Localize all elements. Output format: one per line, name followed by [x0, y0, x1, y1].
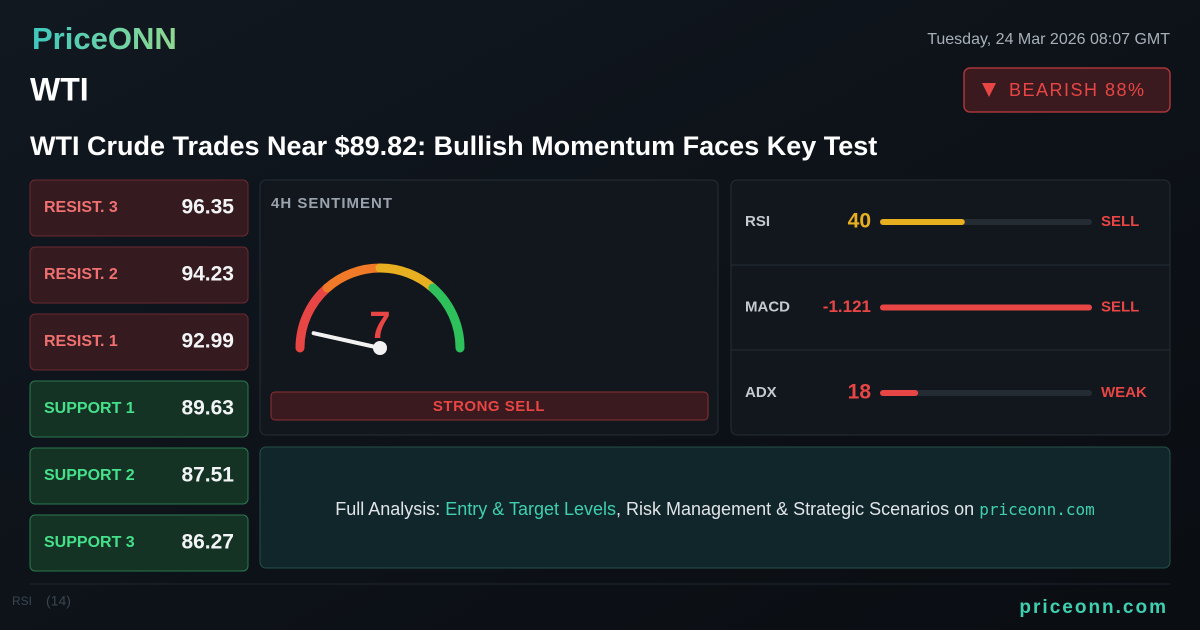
level-label: RESIST. 3 — [44, 199, 118, 216]
indicators: RSI 40 SELL MACD -1.121 SELL ADX 18 WEAK — [745, 210, 1147, 404]
level-box — [29, 313, 249, 371]
gauge-arc — [322, 263, 385, 293]
level-label: RESIST. 2 — [44, 266, 118, 283]
indicator-fill — [880, 304, 1092, 311]
sentiment-title: 4H SENTIMENT — [271, 195, 393, 212]
indicator-fill — [880, 390, 919, 396]
cta-lead: Full Analysis: — [335, 499, 445, 519]
down-icon — [982, 83, 996, 97]
indicator-track — [880, 390, 1092, 396]
symbol: WTI — [30, 71, 89, 107]
level-label: RESIST. 1 — [44, 333, 118, 350]
badge-text: BEARISH 88% — [1009, 80, 1146, 100]
level-value: 89.63 — [181, 397, 234, 420]
sentiment-label: STRONG SELL — [433, 398, 545, 415]
headline: WTI Crude Trades Near $89.82: Bullish Mo… — [30, 131, 877, 161]
datetime: Tuesday, 24 Mar 2026 08:07 GMT — [927, 31, 1170, 48]
level-box — [29, 246, 249, 304]
levels: RESIST. 3 96.35 RESIST. 2 94.23 RESIST. 1 92.… — [29, 179, 249, 572]
badge — [963, 67, 1171, 113]
level-value: 86.27 — [181, 531, 234, 554]
level-label: SUPPORT 3 — [44, 534, 135, 551]
indicator-signal: WEAK — [1101, 384, 1147, 401]
cta-middle: , Risk Management & Strategic Scenarios … — [616, 499, 979, 519]
level-value: 94.23 — [181, 263, 234, 286]
level-label: SUPPORT 2 — [44, 467, 135, 484]
gauge-arc — [428, 283, 465, 353]
cta: Full Analysis: Entry & Target Levels, Ri… — [335, 499, 1095, 519]
gauge-arc — [295, 283, 332, 353]
sentiment-score: 7 — [369, 305, 390, 347]
gauge — [295, 263, 465, 355]
indicator-signal: SELL — [1101, 298, 1139, 315]
indicator-signal: SELL — [1101, 213, 1139, 230]
sentiment-panel — [259, 179, 719, 436]
sentiment-bar — [270, 391, 709, 421]
gauge-hub — [373, 341, 387, 355]
footer-site[interactable]: priceonn.com — [1019, 597, 1168, 618]
level-value: 92.99 — [181, 330, 234, 353]
indicator-fill — [880, 219, 965, 225]
gauge-arc — [375, 263, 438, 293]
bg-period: (14) — [46, 593, 71, 609]
gauge-needle — [311, 331, 382, 350]
brand: PriceONN — [32, 21, 177, 56]
level-value: 96.35 — [181, 196, 234, 219]
cta-site[interactable]: priceonn.com — [979, 500, 1095, 519]
level-box — [29, 514, 249, 572]
indicator-value: 18 — [848, 381, 872, 404]
cta-link[interactable]: Entry & Target Levels — [445, 499, 616, 519]
indicator-value: -1.121 — [823, 297, 871, 316]
indicator-name: ADX — [745, 384, 777, 401]
indicator-value: 40 — [848, 210, 871, 233]
cta-panel — [259, 446, 1171, 569]
indicator-name: MACD — [745, 298, 790, 315]
level-box — [29, 447, 249, 505]
indicator-name: RSI — [745, 213, 770, 230]
level-label: SUPPORT 1 — [44, 400, 135, 417]
level-box — [29, 380, 249, 438]
level-box — [29, 179, 249, 237]
level-value: 87.51 — [181, 464, 234, 487]
bg-indicator: RSI — [12, 594, 32, 608]
